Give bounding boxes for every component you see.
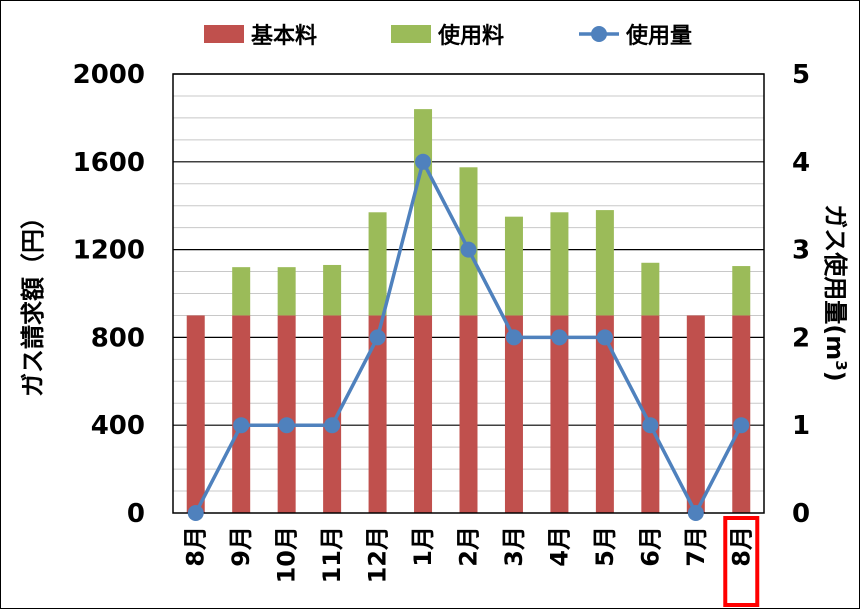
bar-usage-fee	[277, 267, 296, 316]
y-tick-label: 800	[91, 323, 145, 353]
x-tick-label: 8月	[727, 526, 755, 567]
usage-volume-point	[596, 329, 613, 346]
usage-volume-point	[460, 241, 477, 258]
usage-volume-point	[187, 505, 204, 521]
usage-volume-point	[324, 417, 341, 434]
legend-swatch-base-fee	[204, 25, 244, 43]
usage-volume-point	[687, 505, 704, 521]
y-tick-label: 2000	[73, 60, 145, 90]
legend-label-base-fee: 基本料	[251, 24, 317, 49]
y-right-tick-label: 0	[792, 499, 810, 529]
y-tick-label: 1200	[73, 236, 145, 266]
usage-volume-point	[505, 329, 522, 346]
y-right-tick-label: 5	[792, 60, 810, 90]
bar-base-fee	[459, 315, 478, 513]
bar-usage-fee	[504, 216, 523, 316]
y-axis-title: ガス請求額（円）	[19, 205, 47, 397]
bar-usage-fee	[368, 212, 387, 316]
x-tick-label: 2月	[455, 526, 483, 567]
bar-base-fee	[323, 315, 342, 513]
y-right-tick-label: 4	[792, 148, 810, 178]
bar-base-fee	[232, 315, 251, 513]
x-tick-label: 5月	[591, 526, 619, 567]
y-tick-label: 400	[91, 411, 145, 441]
bar-base-fee	[550, 315, 569, 513]
y-right-axis-title: ガス使用量(m3)	[821, 204, 850, 381]
y-right-tick-label: 1	[792, 411, 810, 441]
x-tick-label: 12月	[364, 526, 392, 583]
usage-volume-point	[233, 417, 250, 434]
legend-label-usage-fee: 使用料	[437, 24, 504, 49]
bar-usage-fee	[595, 210, 614, 316]
bar-usage-fee	[550, 212, 569, 316]
bar-usage-fee	[323, 264, 342, 316]
x-tick-label: 11月	[318, 526, 346, 583]
bar-base-fee	[686, 315, 705, 513]
y-right-tick-label: 3	[792, 236, 810, 266]
x-tick-label: 9月	[227, 526, 255, 567]
bar-base-fee	[414, 315, 433, 513]
bar-usage-fee	[732, 266, 751, 316]
plot-area-border	[172, 73, 765, 514]
usage-volume-point	[642, 417, 659, 434]
usage-volume-point	[415, 153, 432, 170]
usage-volume-point	[278, 417, 295, 434]
bar-usage-fee	[459, 167, 478, 316]
usage-volume-point	[733, 417, 750, 434]
bar-base-fee	[504, 315, 523, 513]
x-tick-label: 8月	[182, 526, 210, 567]
y-tick-label: 1600	[73, 148, 145, 178]
legend-marker-usage-volume	[591, 26, 607, 42]
x-tick-label: 3月	[500, 526, 528, 567]
highlight-box	[723, 516, 760, 607]
bar-base-fee	[641, 315, 660, 513]
bar-usage-fee	[232, 267, 251, 316]
bar-base-fee	[732, 315, 751, 513]
x-tick-label: 4月	[545, 526, 573, 567]
y-tick-label: 0	[127, 499, 145, 529]
x-tick-label: 10月	[273, 526, 301, 583]
bar-base-fee	[186, 315, 205, 513]
bar-base-fee	[595, 315, 614, 513]
bar-base-fee	[368, 315, 387, 513]
x-tick-label: 6月	[636, 526, 664, 567]
legend-label-usage-volume: 使用量	[625, 24, 692, 49]
usage-volume-point	[551, 329, 568, 346]
bar-base-fee	[277, 315, 296, 513]
legend-swatch-usage-fee	[391, 25, 431, 43]
bar-usage-fee	[414, 109, 433, 316]
bar-usage-fee	[641, 262, 660, 316]
x-tick-label: 7月	[682, 526, 710, 567]
usage-volume-point	[369, 329, 386, 346]
y-right-tick-label: 2	[792, 323, 810, 353]
x-tick-label: 1月	[409, 526, 437, 567]
